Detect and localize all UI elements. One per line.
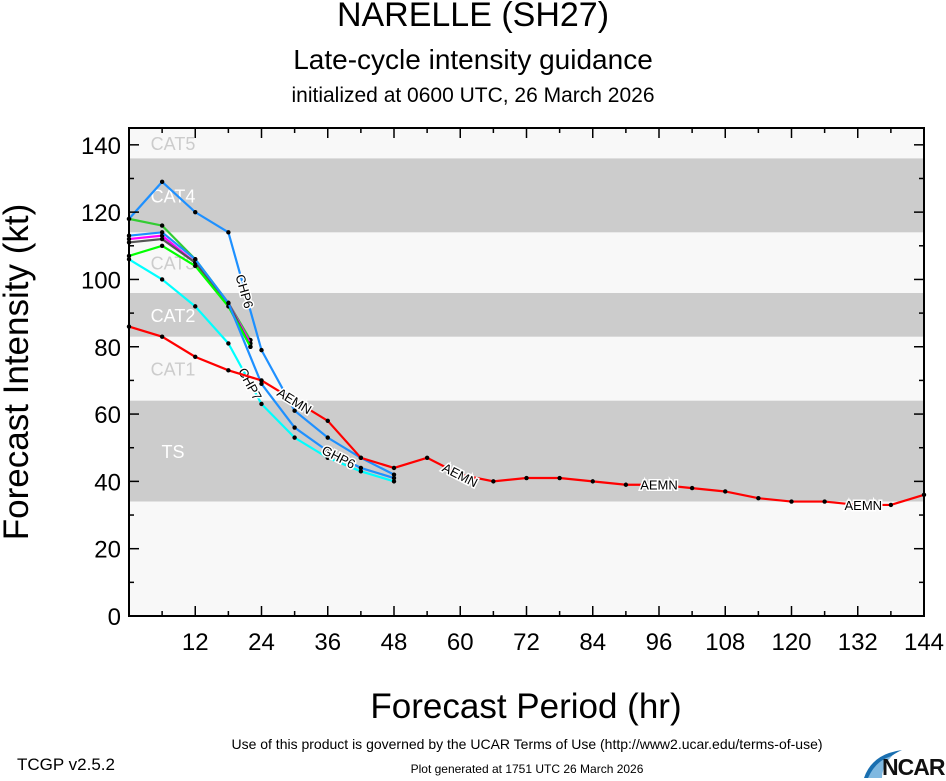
x-tick-label: 72 [513,629,540,656]
data-point-chp7 [391,479,397,484]
data-point-ghp6 [193,257,198,262]
y-tick-label: 20 [94,537,121,564]
version-label: TCGP v2.5.2 [17,755,115,774]
x-tick-label: 60 [447,629,474,656]
x-axis-label: Forecast Period (hr) [370,687,681,726]
x-tick-label: 120 [771,629,811,656]
band-cat2 [129,292,924,337]
data-point-model-7 [193,263,198,269]
x-tick-label: 84 [579,629,606,656]
band-label-cat5: CAT5 [151,134,196,154]
band-label-ts: TS [161,442,184,462]
data-point-aemn [159,334,165,339]
data-point-model-6 [159,236,165,242]
data-point-aemn [756,496,761,501]
y-tick-label: 40 [94,469,121,496]
x-tick-label: 36 [314,629,341,656]
x-tick-label: 12 [182,629,209,656]
data-point-aemn [789,499,794,504]
x-tick-label: 108 [705,629,745,656]
data-point-aemn [193,354,198,360]
data-point-chp7 [358,469,364,474]
y-tick-label: 100 [81,267,121,294]
data-point-aemn [491,479,496,484]
chart-title: NARELLE (SH27) [336,0,610,34]
data-point-aemn [855,502,860,508]
data-point-chp6 [292,408,297,413]
data-point-aemn [391,465,397,471]
band-label-cat1: CAT1 [151,360,196,380]
series-label-text: AEMN [640,478,678,493]
data-point-ghp6 [325,448,330,454]
data-point-aemn [524,475,529,481]
data-point-aemn [822,499,827,504]
data-point-aemn [557,475,562,481]
data-point-aemn [888,502,894,508]
band-cat4 [129,158,924,233]
terms-of-use: Use of this product is governed by the U… [231,736,823,752]
data-point-model-7 [159,243,165,248]
data-point-aemn [623,482,629,487]
data-point-aemn [292,398,297,403]
y-tick-label: 60 [94,402,121,429]
band-cat3 [129,232,924,293]
data-point-aemn [226,368,231,373]
data-point-ghp6 [358,465,364,471]
data-point-chp7 [259,401,264,407]
data-point-aemn [656,482,662,487]
data-point-aemn [325,418,330,423]
y-tick-label: 80 [94,335,121,362]
x-tick-label: 24 [248,629,275,656]
data-point-model-7 [248,344,253,349]
data-point-chp7 [226,341,231,346]
band-label-cat2: CAT2 [151,306,196,326]
data-point-aemn [723,489,728,494]
x-tick-label: 96 [646,629,673,656]
data-point-chp7 [325,455,330,461]
data-point-aemn [358,455,364,461]
data-point-chp7 [193,304,198,309]
y-tick-label: 0 [108,604,121,631]
series-label-text: AEMN [844,498,882,513]
y-tick-label: 120 [81,200,121,227]
data-point-chp7 [159,277,165,282]
data-point-chp6 [159,179,165,185]
series-label-aemn: AEMN [639,476,680,494]
data-point-chp6 [193,209,198,215]
data-point-ghp6 [159,230,165,235]
data-point-aemn [424,455,430,461]
data-point-aemn [689,485,695,491]
band-ts [129,400,924,502]
x-tick-label: 132 [838,629,878,656]
x-tick-label: 144 [904,629,944,656]
y-axis-label: Forecast Intensity (kt) [0,204,36,540]
band-label-cat4: CAT4 [151,186,196,206]
data-point-chp6 [259,347,264,353]
data-point-chp6 [226,230,231,235]
x-tick-label: 48 [381,629,408,656]
data-point-ghp6 [259,381,264,386]
data-point-ghp6 [226,300,231,306]
ncar-logo: NCAR [862,748,946,780]
generated-time: Plot generated at 1751 UTC 26 March 2026 [410,762,644,776]
data-point-aemn [259,378,264,383]
init-time: initialized at 0600 UTC, 26 March 2026 [291,84,655,107]
band-below-ts [129,501,924,616]
series-label-aemn: AEMN [843,496,884,514]
data-point-chp6 [325,435,330,440]
data-point-ghp6 [292,425,297,430]
data-point-aemn [458,472,463,477]
data-point-chp6 [391,472,397,477]
data-point-ghp6 [391,475,397,481]
data-point-model-4 [159,223,165,228]
y-tick-label: 140 [81,133,121,160]
chart-subtitle: Late-cycle intensity guidance [293,44,653,75]
data-point-chp7 [292,435,297,440]
data-point-aemn [590,479,595,484]
